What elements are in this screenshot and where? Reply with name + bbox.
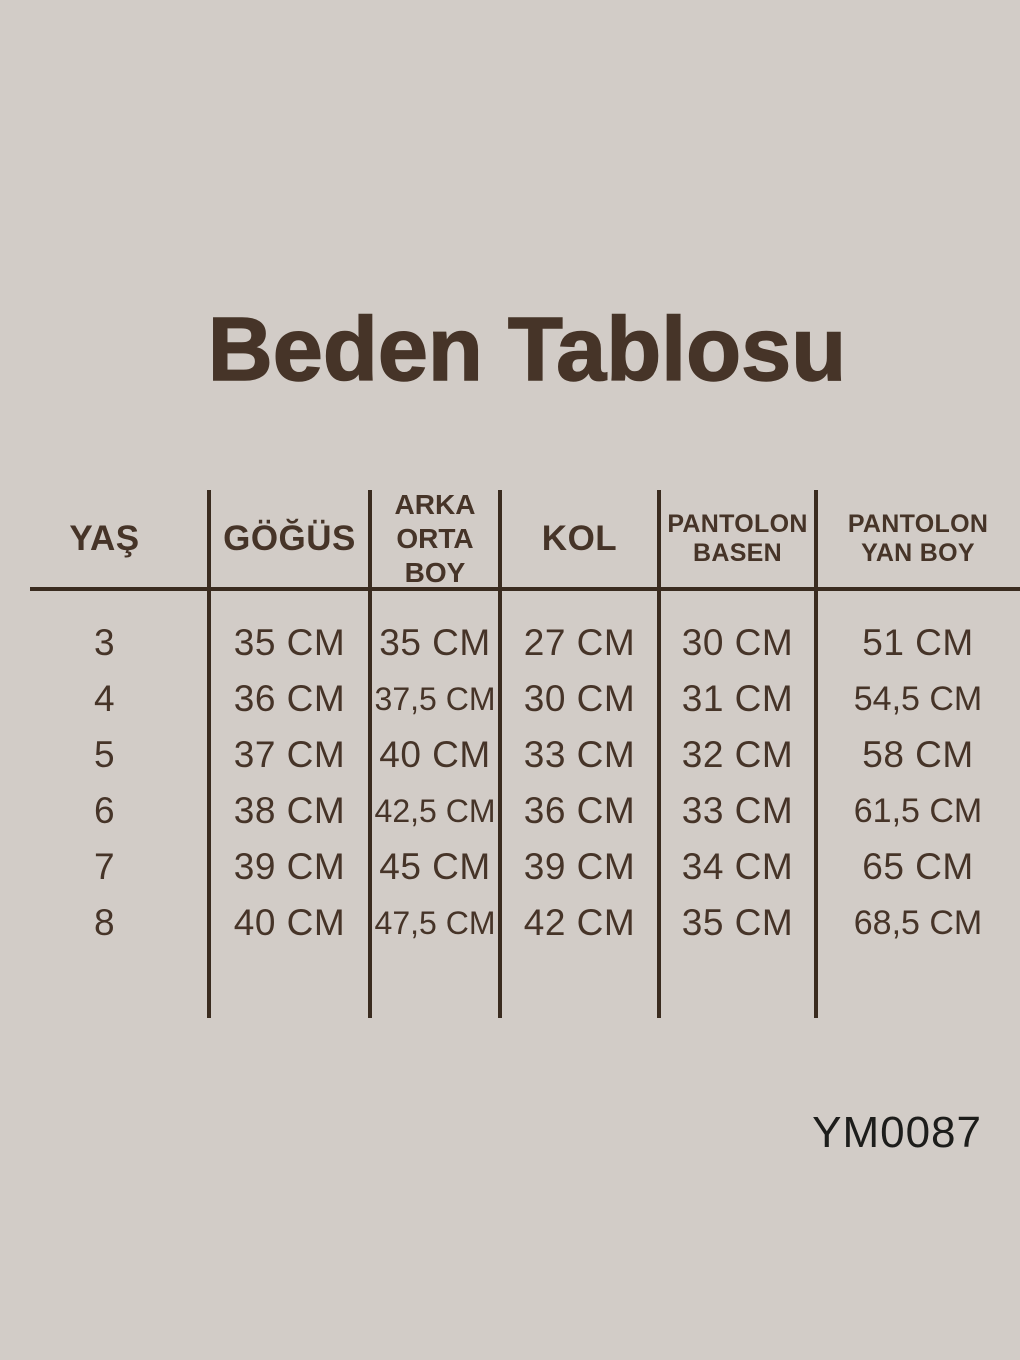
cell-pantolon-yan-boy: 61,5 CM bbox=[853, 791, 983, 830]
cell-kol: 39 CM bbox=[523, 846, 636, 887]
cell-gogus: 36 CM bbox=[233, 678, 346, 719]
column-divider bbox=[368, 490, 372, 1018]
cell-age: 4 bbox=[93, 678, 116, 719]
cell-gogus: 38 CM bbox=[233, 790, 346, 831]
table-body: 3 35 CM 35 CM 27 CM 30 CM 51 CM 4 36 CM … bbox=[0, 615, 1020, 951]
header-label: GÖĞÜS bbox=[223, 518, 356, 558]
column-header-pantolon-basen: PANTOLON BASEN bbox=[659, 510, 816, 568]
header-label: BOY bbox=[404, 556, 466, 588]
cell-arka-orta-boy: 42,5 CM bbox=[374, 792, 496, 829]
cell-kol: 36 CM bbox=[523, 790, 636, 831]
header-divider bbox=[30, 587, 1020, 591]
cell-gogus: 35 CM bbox=[233, 622, 346, 663]
table-row-age-5: 5 37 CM 40 CM 33 CM 32 CM 58 CM bbox=[0, 727, 1020, 783]
cell-age: 6 bbox=[93, 790, 116, 831]
cell-kol: 33 CM bbox=[523, 734, 636, 775]
cell-age: 7 bbox=[93, 846, 116, 887]
header-label: PANTOLON bbox=[667, 509, 808, 538]
column-header-pantolon-yan-boy: PANTOLON YAN BOY bbox=[816, 510, 1020, 568]
table-row-age-7: 7 39 CM 45 CM 39 CM 34 CM 65 CM bbox=[0, 839, 1020, 895]
size-table: YAŞ GÖĞÜS ARKA ORTA BOY KOL PANTOLON BAS… bbox=[0, 488, 1020, 1018]
header-label: BASEN bbox=[692, 538, 782, 567]
cell-pantolon-yan-boy: 58 CM bbox=[862, 734, 974, 775]
cell-arka-orta-boy: 40 CM bbox=[379, 734, 491, 775]
cell-age: 3 bbox=[93, 622, 116, 663]
table-row-age-3: 3 35 CM 35 CM 27 CM 30 CM 51 CM bbox=[0, 615, 1020, 671]
table-row-age-4: 4 36 CM 37,5 CM 30 CM 31 CM 54,5 CM bbox=[0, 671, 1020, 727]
header-label: ORTA bbox=[396, 522, 474, 554]
table-header-row: YAŞ GÖĞÜS ARKA ORTA BOY KOL PANTOLON BAS… bbox=[0, 488, 1020, 590]
cell-pantolon-yan-boy: 54,5 CM bbox=[853, 679, 983, 718]
product-code: YM0087 bbox=[812, 1108, 982, 1157]
header-label: YAŞ bbox=[69, 518, 140, 558]
cell-pantolon-yan-boy: 51 CM bbox=[862, 622, 974, 663]
column-divider bbox=[498, 490, 502, 1018]
cell-kol: 27 CM bbox=[523, 622, 636, 663]
column-header-kol: KOL bbox=[500, 519, 659, 559]
column-header-yas: YAŞ bbox=[0, 519, 209, 559]
cell-pantolon-yan-boy: 68,5 CM bbox=[853, 903, 983, 942]
cell-kol: 30 CM bbox=[523, 678, 636, 719]
cell-age: 5 bbox=[93, 734, 116, 775]
cell-gogus: 37 CM bbox=[233, 734, 346, 775]
header-label: YAN BOY bbox=[861, 538, 975, 567]
column-divider bbox=[814, 490, 818, 1018]
header-label: ARKA bbox=[394, 488, 476, 520]
cell-arka-orta-boy: 47,5 CM bbox=[374, 904, 496, 941]
column-header-arka-orta-boy: ARKA ORTA BOY bbox=[370, 488, 500, 590]
column-header-gogus: GÖĞÜS bbox=[209, 519, 370, 559]
cell-pantolon-yan-boy: 65 CM bbox=[862, 846, 974, 887]
cell-pantolon-basen: 30 CM bbox=[681, 622, 794, 663]
cell-arka-orta-boy: 37,5 CM bbox=[374, 680, 496, 717]
table-row-age-6: 6 38 CM 42,5 CM 36 CM 33 CM 61,5 CM bbox=[0, 783, 1020, 839]
cell-pantolon-basen: 33 CM bbox=[681, 790, 794, 831]
cell-arka-orta-boy: 35 CM bbox=[379, 622, 491, 663]
header-label: KOL bbox=[541, 518, 618, 558]
cell-pantolon-basen: 34 CM bbox=[681, 846, 794, 887]
cell-pantolon-basen: 32 CM bbox=[681, 734, 794, 775]
cell-gogus: 39 CM bbox=[233, 846, 346, 887]
cell-age: 8 bbox=[93, 902, 116, 943]
table-row-age-8: 8 40 CM 47,5 CM 42 CM 35 CM 68,5 CM bbox=[0, 895, 1020, 951]
column-divider bbox=[207, 490, 211, 1018]
cell-gogus: 40 CM bbox=[233, 902, 346, 943]
cell-kol: 42 CM bbox=[523, 902, 636, 943]
page-title: Beden Tablosu bbox=[207, 300, 847, 400]
header-label: PANTOLON bbox=[847, 509, 989, 538]
cell-pantolon-basen: 31 CM bbox=[681, 678, 794, 719]
cell-arka-orta-boy: 45 CM bbox=[379, 846, 491, 887]
cell-pantolon-basen: 35 CM bbox=[681, 902, 794, 943]
column-divider bbox=[657, 490, 661, 1018]
